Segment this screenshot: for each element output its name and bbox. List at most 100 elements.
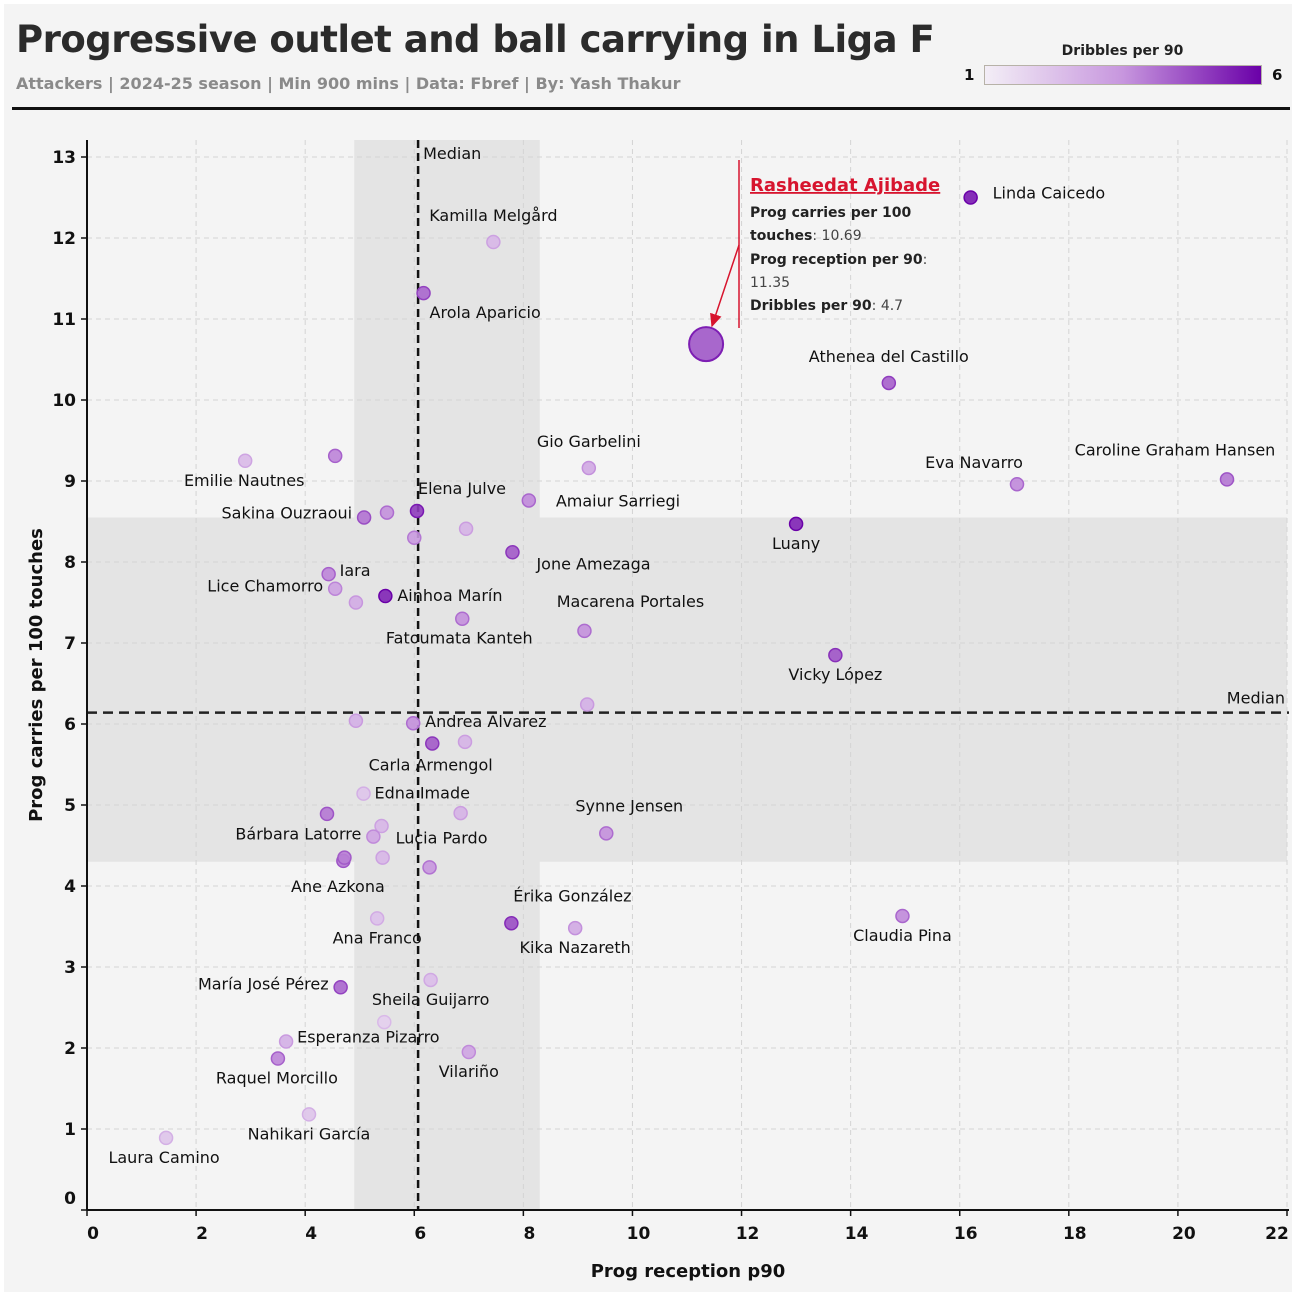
annotation-reception-colon: : (923, 252, 928, 268)
point-label: Elena Julve (418, 479, 506, 498)
point-label: Sakina Ouzraoui (221, 503, 352, 522)
y-tick-label: 7 (64, 634, 76, 654)
x-tick-label: 22 (1265, 1224, 1289, 1244)
x-tick-label: 10 (627, 1224, 651, 1244)
y-tick-label: 10 (52, 391, 76, 411)
chart-subtitle: Attackers | 2024-25 season | Min 900 min… (16, 74, 681, 93)
median-y-label: Median (1227, 689, 1285, 708)
point-label: Esperanza Pizarro (297, 1028, 440, 1047)
data-point (348, 713, 364, 729)
data-point (828, 647, 843, 663)
data-point (1219, 472, 1235, 487)
x-tick-label: 12 (736, 1224, 760, 1244)
annotation-reception-value: 11.35 (750, 275, 790, 291)
point-label: Edna Imade (375, 784, 470, 803)
annotation-player-name: Rasheedat Ajibade (750, 175, 940, 196)
point-labels: Linda Caicedo Kamilla Melgård Arola Aparic… (108, 184, 1275, 1167)
data-point (369, 911, 385, 926)
data-point (301, 1107, 317, 1122)
point-label: Linda Caicedo (993, 184, 1106, 203)
data-point (963, 190, 978, 205)
data-point (461, 1044, 477, 1060)
point-label: Gio Garbelini (537, 432, 641, 451)
point-label: Caroline Graham Hansen (1075, 440, 1276, 459)
data-point (895, 908, 910, 924)
data-point (356, 510, 372, 525)
data-point (422, 860, 437, 875)
y-tick-label: 8 (64, 553, 76, 573)
x-axis-label: Prog reception p90 (591, 1261, 786, 1282)
data-point (881, 375, 897, 391)
data-point (319, 806, 335, 822)
data-point (455, 611, 470, 626)
x-tick-label: 16 (954, 1224, 978, 1244)
colorbar-max-label: 6 (1272, 66, 1283, 84)
point-label: Iara (340, 561, 371, 580)
colorbar-title: Dribbles per 90 (1061, 43, 1184, 59)
point-label: Raquel Morcillo (216, 1069, 338, 1088)
data-point (375, 850, 390, 865)
y-tick-label: 5 (64, 796, 76, 816)
point-label: Sheila Guijarro (372, 990, 489, 1009)
annotation-reception-label: Prog reception per 90 (750, 252, 923, 268)
point-label: María José Pérez (198, 974, 329, 993)
y-tick-label: 1 (64, 1120, 76, 1140)
y-axis-label: Prog carries per 100 touches (26, 528, 47, 822)
y-tick-label: 6 (64, 715, 76, 735)
data-point (416, 285, 431, 301)
y-tick-label: 9 (64, 472, 76, 492)
point-label: Emilie Nautnes (184, 471, 304, 490)
y-tick-label: 3 (64, 958, 76, 978)
x-tick-label: 8 (523, 1224, 535, 1244)
median-lines: Median Median (87, 140, 1289, 1210)
colorbar-min-label: 1 (964, 66, 975, 84)
annotation-carries-label-2: touches (750, 228, 812, 244)
svg-text:touches: 10.69: touches: 10.69 (750, 228, 862, 244)
point-label: Amaiur Sarriegi (556, 491, 680, 510)
data-point (374, 818, 389, 834)
point-label: Laura Camino (108, 1148, 219, 1167)
point-label: Macarena Portales (557, 592, 704, 611)
point-label: Fatoumata Kanteh (386, 629, 533, 648)
data-point (453, 805, 468, 821)
point-label: Carla Armengol (369, 756, 493, 775)
data-point (405, 715, 421, 731)
data-point (521, 493, 537, 508)
annotation-carries-label: Prog carries per 100 (750, 205, 912, 221)
data-point (423, 972, 438, 988)
data-point (486, 234, 501, 250)
data-point (1009, 476, 1025, 492)
data-point (599, 826, 614, 841)
point-label: Luany (772, 534, 820, 553)
point-label: Lucia Pardo (396, 828, 488, 847)
point-label: Arola Aparicio (430, 303, 541, 322)
point-label: Kika Nazareth (520, 938, 631, 957)
highlight-point (688, 326, 725, 363)
point-label: Ana Franco (333, 928, 422, 947)
data-points (158, 190, 1235, 1146)
point-label: Jone Amezaga (535, 554, 650, 573)
data-point (788, 516, 804, 532)
y-tick-label: 0 (64, 1189, 76, 1209)
point-label: Lice Chamorro (207, 577, 323, 596)
point-label: Bárbara Latorre (235, 825, 361, 844)
point-label: Ainhoa Marín (397, 586, 502, 605)
data-point (377, 1014, 392, 1030)
point-label: Synne Jensen (575, 796, 683, 815)
chart-title: Progressive outlet and ball carrying in … (16, 18, 935, 61)
data-point (158, 1130, 174, 1146)
median-x-label: Median (423, 144, 481, 163)
data-point (379, 505, 395, 520)
point-label: Vilariño (439, 1062, 499, 1081)
data-point (327, 448, 343, 464)
y-tick-label: 13 (52, 148, 76, 168)
data-point (457, 734, 473, 750)
y-tick-label: 11 (52, 310, 76, 330)
data-point (579, 697, 595, 712)
point-label: Nahikari García (248, 1124, 371, 1143)
svg-text:Prog carries per 100: Prog carries per 100 (750, 205, 912, 221)
point-label: Athenea del Castillo (809, 347, 969, 366)
point-label: Claudia Pina (853, 926, 952, 945)
colorbar-gradient (984, 65, 1262, 85)
